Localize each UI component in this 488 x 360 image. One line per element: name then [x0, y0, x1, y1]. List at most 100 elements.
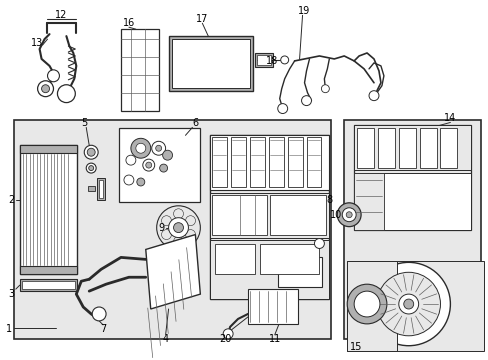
Bar — [353, 173, 470, 230]
Circle shape — [57, 85, 75, 103]
Circle shape — [84, 145, 98, 159]
Circle shape — [137, 178, 144, 186]
Circle shape — [155, 145, 162, 151]
Circle shape — [173, 237, 183, 247]
Text: 10: 10 — [329, 210, 342, 220]
Text: 13: 13 — [30, 38, 42, 48]
Circle shape — [368, 91, 378, 100]
Bar — [344, 121, 480, 339]
Bar — [210, 239, 328, 299]
Circle shape — [168, 218, 188, 238]
Bar — [398, 129, 415, 168]
Circle shape — [92, 307, 106, 321]
Bar — [306, 137, 321, 187]
Circle shape — [126, 155, 136, 165]
Bar — [231, 137, 245, 187]
Text: 19: 19 — [298, 6, 310, 16]
Bar — [20, 266, 77, 274]
Bar — [20, 279, 77, 291]
Circle shape — [173, 209, 183, 219]
Bar — [346, 261, 483, 351]
Bar — [210, 193, 328, 238]
Bar — [353, 125, 470, 230]
Bar — [20, 145, 77, 274]
Text: 8: 8 — [325, 195, 332, 205]
Circle shape — [346, 284, 386, 324]
Bar — [287, 137, 302, 187]
Text: 14: 14 — [444, 113, 456, 123]
Bar — [268, 137, 283, 187]
Bar — [440, 129, 456, 168]
Bar — [353, 173, 383, 230]
Bar — [346, 261, 396, 351]
Circle shape — [38, 81, 53, 96]
Text: 1: 1 — [6, 324, 12, 334]
Bar — [99, 180, 103, 198]
Bar — [215, 244, 254, 274]
Text: 9: 9 — [158, 222, 164, 233]
Text: 20: 20 — [219, 334, 231, 344]
Circle shape — [398, 294, 418, 314]
Text: 12: 12 — [55, 10, 67, 20]
Text: 16: 16 — [122, 18, 135, 28]
Circle shape — [223, 329, 233, 339]
Circle shape — [277, 104, 287, 113]
Text: 4: 4 — [162, 334, 168, 344]
Circle shape — [163, 150, 172, 160]
Text: 3: 3 — [9, 289, 15, 299]
Bar — [121, 29, 158, 111]
Bar — [212, 137, 226, 187]
Circle shape — [185, 216, 195, 226]
Bar — [21, 281, 75, 289]
Bar — [259, 244, 319, 274]
Circle shape — [403, 299, 413, 309]
Circle shape — [366, 262, 449, 346]
Text: 7: 7 — [100, 324, 106, 334]
Circle shape — [346, 212, 351, 218]
Circle shape — [87, 148, 95, 156]
Circle shape — [337, 203, 360, 227]
Text: 11: 11 — [268, 334, 280, 344]
Bar — [249, 137, 264, 187]
Circle shape — [161, 216, 171, 226]
Text: 18: 18 — [265, 56, 277, 66]
Bar — [14, 121, 331, 339]
Bar — [254, 53, 272, 67]
Circle shape — [151, 141, 165, 155]
Text: 15: 15 — [349, 342, 362, 352]
Bar — [210, 135, 328, 190]
Bar — [419, 129, 436, 168]
Bar — [119, 129, 200, 202]
Circle shape — [173, 223, 183, 233]
Polygon shape — [145, 235, 200, 309]
Text: 6: 6 — [192, 118, 198, 129]
Bar — [277, 257, 322, 287]
Bar — [212, 195, 266, 235]
Circle shape — [47, 70, 60, 82]
Text: 5: 5 — [81, 118, 87, 129]
Circle shape — [314, 239, 324, 248]
Circle shape — [86, 163, 96, 173]
Circle shape — [145, 162, 151, 168]
Bar — [88, 186, 95, 191]
Bar — [377, 129, 394, 168]
Circle shape — [161, 230, 171, 239]
Circle shape — [342, 208, 355, 222]
Circle shape — [376, 272, 440, 336]
Circle shape — [136, 143, 145, 153]
Bar — [277, 257, 322, 287]
Circle shape — [41, 85, 49, 93]
Bar — [247, 289, 297, 324]
Text: 2: 2 — [9, 195, 15, 205]
Circle shape — [123, 175, 134, 185]
Bar — [356, 129, 373, 168]
Circle shape — [156, 206, 200, 249]
Bar — [20, 145, 77, 153]
Circle shape — [321, 85, 328, 93]
Bar — [210, 135, 328, 299]
Text: 17: 17 — [196, 14, 208, 24]
Bar — [168, 36, 252, 91]
Circle shape — [280, 56, 288, 64]
Circle shape — [88, 166, 94, 171]
Circle shape — [353, 291, 379, 317]
